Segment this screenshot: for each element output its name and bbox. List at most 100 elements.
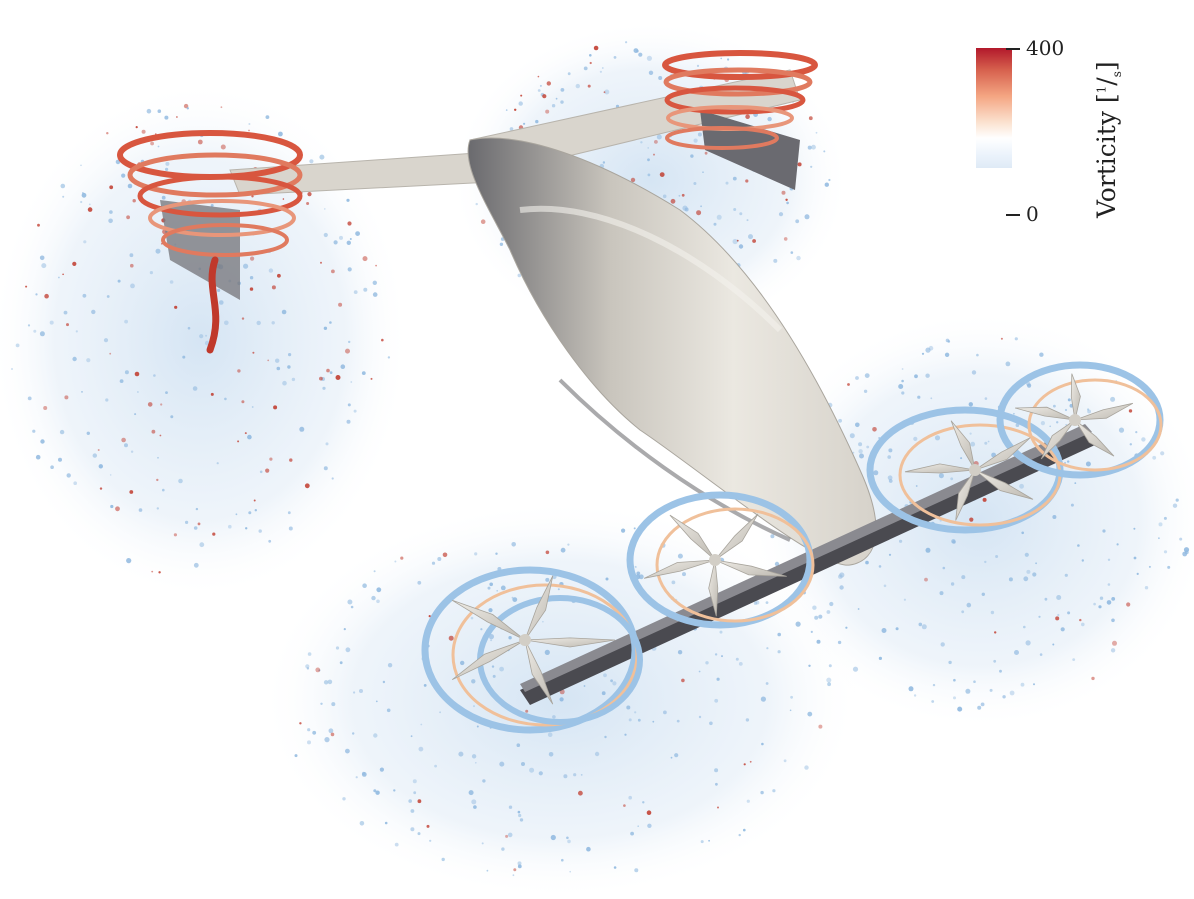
particle	[11, 368, 13, 370]
particle	[517, 810, 521, 814]
particle	[333, 240, 338, 245]
particle	[244, 432, 247, 435]
particle	[863, 389, 868, 393]
particle	[901, 379, 904, 383]
particle	[899, 539, 903, 543]
particle	[663, 710, 667, 715]
particle	[355, 776, 358, 779]
particle	[637, 718, 641, 722]
particle	[637, 825, 639, 827]
particle	[520, 94, 523, 97]
particle	[294, 754, 298, 758]
particle	[64, 395, 69, 400]
particle	[487, 586, 491, 590]
particle	[1074, 482, 1077, 484]
particle	[342, 797, 346, 801]
particle	[237, 369, 241, 373]
particle	[282, 198, 285, 200]
particle	[371, 595, 376, 601]
particle	[838, 418, 842, 423]
particle	[648, 70, 654, 76]
particle	[1064, 461, 1067, 464]
particle	[605, 577, 609, 581]
particle	[248, 511, 252, 515]
particle	[563, 774, 568, 779]
particle	[159, 434, 162, 437]
particle	[859, 453, 864, 459]
particle	[736, 239, 739, 242]
particle	[325, 442, 329, 446]
particle	[969, 517, 974, 522]
propeller-hub	[519, 634, 531, 646]
particle	[394, 560, 397, 563]
particle	[281, 309, 287, 315]
particle	[674, 753, 679, 758]
particle	[560, 88, 565, 92]
particle	[488, 634, 494, 640]
particle	[331, 269, 335, 274]
particle	[662, 194, 667, 199]
particle	[940, 642, 945, 647]
particle	[276, 366, 281, 371]
particle	[507, 832, 513, 838]
particle	[375, 700, 378, 703]
particle	[473, 805, 477, 809]
particle	[783, 759, 787, 763]
particle	[1033, 683, 1035, 686]
particle	[361, 772, 367, 777]
particle	[743, 828, 746, 832]
particle	[1008, 577, 1013, 582]
particle	[511, 542, 516, 547]
particle	[708, 839, 710, 842]
particle	[671, 580, 676, 585]
particle	[858, 449, 863, 454]
particle	[345, 647, 351, 653]
particle	[1152, 455, 1157, 460]
particle	[693, 182, 697, 185]
particle	[555, 97, 558, 100]
particle	[164, 115, 169, 120]
particle	[121, 437, 126, 443]
particle	[745, 179, 749, 183]
particle	[642, 801, 645, 804]
propeller-blade	[451, 639, 526, 681]
particle	[156, 478, 159, 482]
particle	[176, 116, 178, 118]
particle	[525, 709, 529, 713]
particle	[359, 689, 363, 693]
particle	[858, 442, 863, 447]
particle	[602, 161, 606, 164]
particle	[513, 868, 517, 872]
particle	[1163, 550, 1168, 554]
particle	[339, 661, 343, 665]
particle	[676, 719, 680, 723]
particle	[362, 256, 368, 262]
particle	[765, 682, 769, 685]
particle	[129, 253, 134, 258]
particle	[778, 212, 784, 217]
particle	[265, 468, 270, 473]
particle	[473, 705, 475, 708]
particle	[338, 302, 343, 307]
particle	[362, 583, 367, 588]
particle	[81, 391, 83, 393]
particle	[765, 601, 769, 604]
particle	[593, 45, 599, 51]
particle	[1040, 421, 1045, 426]
particle	[984, 560, 987, 564]
particle	[83, 240, 87, 244]
particle	[652, 720, 655, 723]
particle	[423, 684, 427, 687]
particle	[810, 165, 813, 168]
particle	[44, 293, 49, 299]
particle	[1038, 615, 1041, 618]
particle	[732, 238, 738, 245]
particle	[224, 397, 227, 401]
particle	[66, 473, 71, 478]
particle	[323, 326, 328, 330]
rear-left-wake-cloud	[0, 80, 410, 600]
particle	[86, 431, 91, 435]
particle	[542, 620, 544, 623]
particle	[134, 413, 137, 416]
particle	[72, 261, 77, 266]
